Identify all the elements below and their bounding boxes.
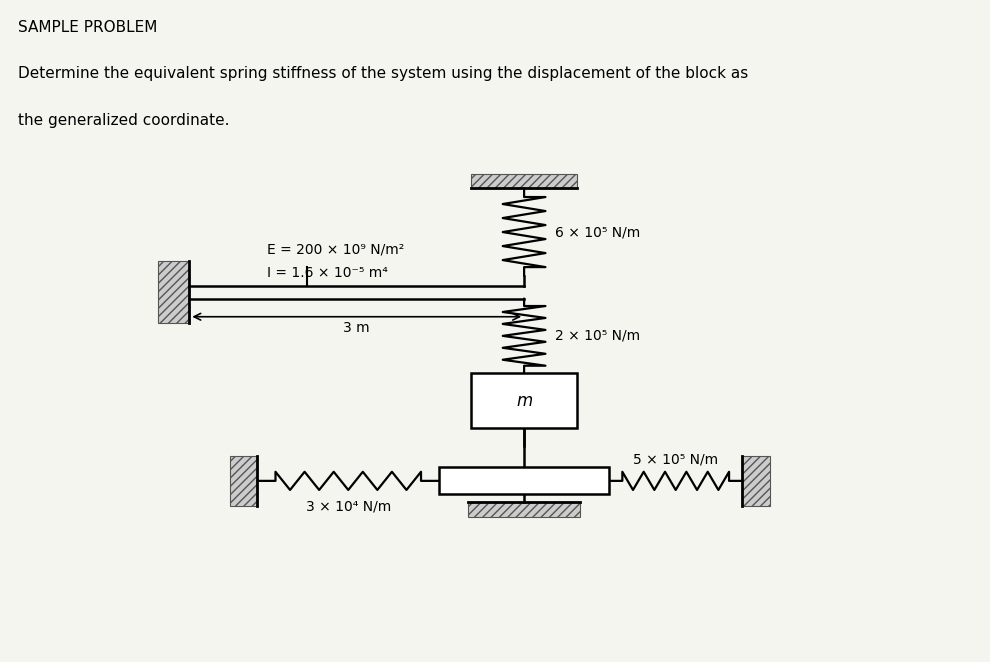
Bar bbox=[471, 373, 577, 428]
Text: 6 × 10⁵ N/m: 6 × 10⁵ N/m bbox=[555, 225, 641, 239]
Text: 5 × 10⁵ N/m: 5 × 10⁵ N/m bbox=[634, 453, 719, 467]
Text: Determine the equivalent spring stiffness of the system using the displacement o: Determine the equivalent spring stiffnes… bbox=[18, 66, 748, 81]
Text: I = 1.6 × 10⁻⁵ m⁴: I = 1.6 × 10⁻⁵ m⁴ bbox=[267, 266, 388, 281]
Bar bbox=[742, 456, 769, 506]
Text: 3 m: 3 m bbox=[344, 320, 370, 334]
Text: m: m bbox=[516, 392, 533, 410]
Text: 2 × 10⁵ N/m: 2 × 10⁵ N/m bbox=[555, 329, 641, 343]
Text: SAMPLE PROBLEM: SAMPLE PROBLEM bbox=[18, 20, 157, 35]
Bar bbox=[230, 456, 257, 506]
Bar bbox=[468, 502, 580, 516]
Bar bbox=[440, 467, 609, 495]
Text: E = 200 × 10⁹ N/m²: E = 200 × 10⁹ N/m² bbox=[267, 242, 404, 256]
Text: the generalized coordinate.: the generalized coordinate. bbox=[18, 113, 230, 128]
Bar bbox=[471, 174, 577, 188]
Text: 3 × 10⁴ N/m: 3 × 10⁴ N/m bbox=[306, 499, 391, 513]
Bar bbox=[158, 261, 189, 323]
